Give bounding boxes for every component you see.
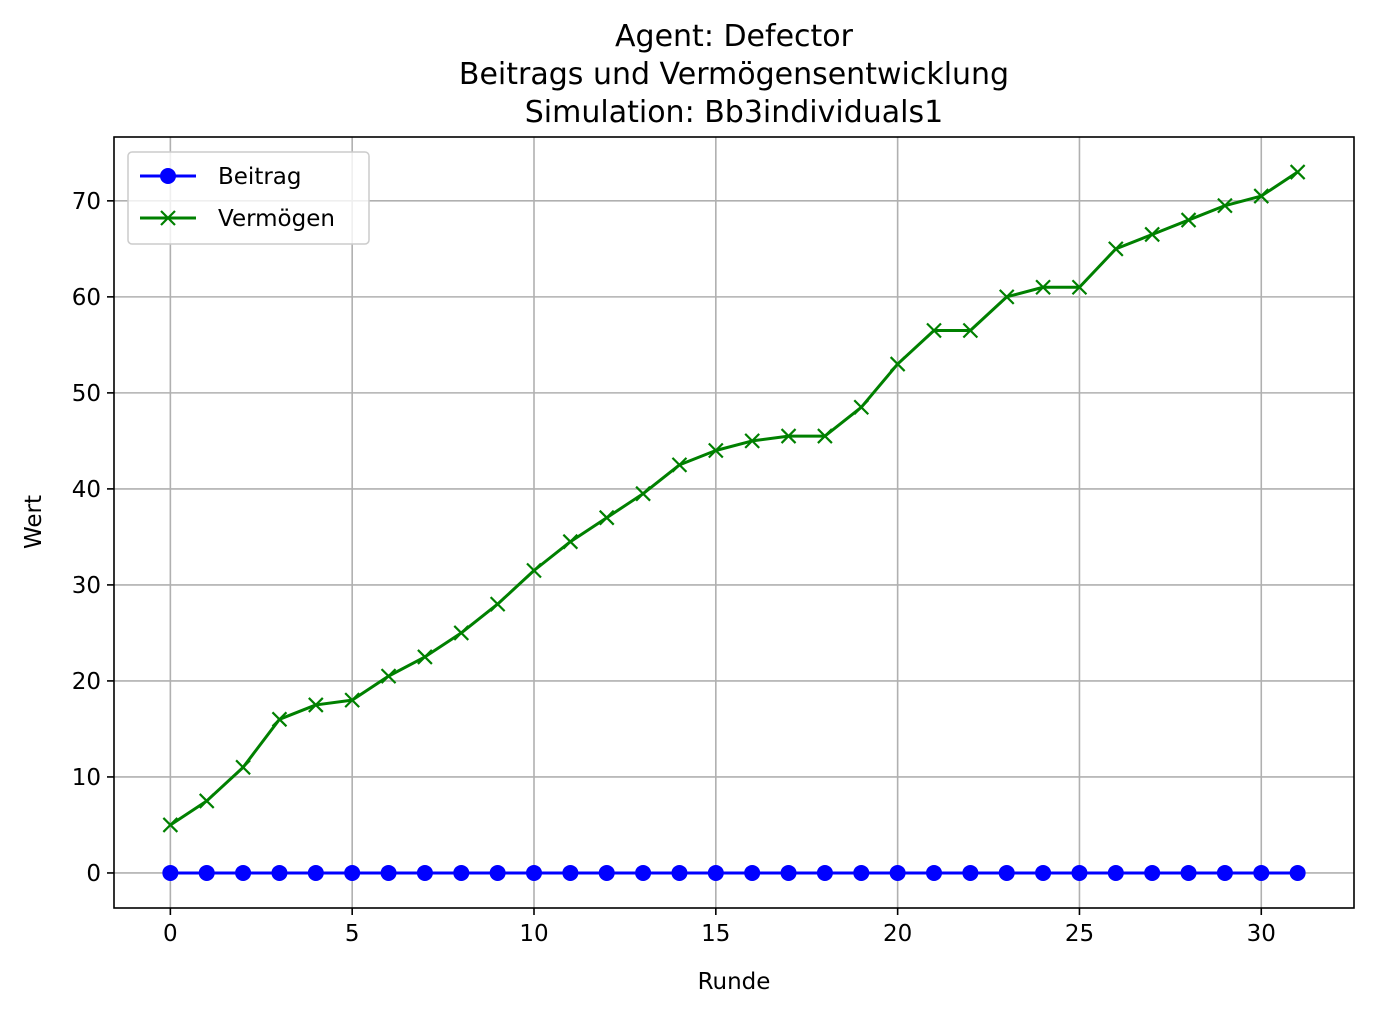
x-tick-label: 0	[163, 921, 178, 947]
data-point-vermoegen	[308, 697, 324, 713]
series-vermoegen	[162, 164, 1306, 833]
series-beitrag	[162, 864, 1306, 881]
data-point-vermoegen	[780, 428, 797, 444]
data-point-beitrag	[1071, 864, 1088, 881]
data-point-vermoegen	[962, 322, 979, 339]
y-tick-label: 60	[72, 285, 101, 311]
data-point-beitrag	[416, 864, 433, 881]
data-point-vermoegen	[889, 356, 906, 372]
data-point-beitrag	[344, 864, 361, 881]
data-point-vermoegen	[998, 289, 1015, 305]
series-line-vermoegen	[169, 170, 1299, 827]
legend-marker-vermoegen	[160, 210, 176, 226]
x-tick-label: 5	[345, 921, 360, 947]
data-point-beitrag	[1216, 864, 1233, 881]
data-point-vermoegen	[817, 428, 833, 444]
data-point-beitrag	[489, 864, 506, 881]
data-point-vermoegen	[235, 759, 251, 776]
data-point-beitrag	[526, 864, 542, 881]
data-point-vermoegen	[162, 817, 179, 833]
chart-title: Agent: Defector	[615, 19, 854, 54]
data-point-beitrag	[562, 864, 579, 881]
data-point-beitrag	[853, 864, 870, 881]
data-point-beitrag	[307, 864, 324, 881]
data-point-beitrag	[1144, 864, 1161, 881]
data-point-vermoegen	[1144, 226, 1160, 243]
data-point-vermoegen	[1108, 241, 1124, 257]
data-point-vermoegen	[1289, 164, 1306, 180]
data-point-beitrag	[1107, 864, 1124, 881]
y-tick-label: 0	[86, 861, 101, 887]
y-tick-label: 70	[72, 189, 101, 215]
y-tick-label: 40	[72, 477, 101, 503]
data-point-vermoegen	[1180, 212, 1197, 228]
data-point-beitrag	[453, 864, 470, 881]
data-point-beitrag	[162, 864, 179, 881]
data-point-beitrag	[380, 864, 397, 881]
chart-subtitle-line-1: Beitrags und Vermögensentwicklung	[459, 57, 1009, 92]
data-point-vermoegen	[926, 322, 942, 339]
data-point-vermoegen	[562, 533, 579, 550]
axis-ticks: 0 5 10 15 20 25 30 0 10 20 30 40 50 60 70	[72, 189, 1276, 947]
data-point-beitrag	[1253, 864, 1270, 881]
data-point-vermoegen	[744, 433, 760, 449]
series-layer	[162, 164, 1306, 881]
data-point-beitrag	[998, 864, 1015, 881]
data-point-beitrag	[1035, 864, 1052, 881]
x-tick-label: 20	[883, 921, 912, 947]
plot-frame	[113, 136, 1355, 909]
data-point-vermoegen	[344, 692, 360, 708]
x-axis-label: Runde	[698, 969, 771, 995]
x-tick-label: 15	[701, 921, 730, 947]
data-point-beitrag	[1180, 864, 1197, 881]
data-point-beitrag	[598, 864, 615, 881]
data-point-beitrag	[816, 864, 833, 881]
data-point-vermoegen	[271, 711, 288, 728]
x-tick-label: 10	[519, 921, 548, 947]
data-point-beitrag	[198, 864, 215, 881]
data-point-vermoegen	[1071, 279, 1088, 296]
y-tick-label: 50	[72, 381, 101, 407]
data-point-beitrag	[235, 864, 252, 881]
data-point-beitrag	[744, 864, 761, 881]
data-point-vermoegen	[671, 457, 688, 473]
data-point-vermoegen	[1217, 197, 1233, 214]
data-point-beitrag	[671, 864, 688, 881]
data-point-vermoegen	[598, 509, 615, 526]
data-point-vermoegen	[380, 668, 397, 684]
legend: Beitrag Vermögen	[127, 151, 370, 245]
legend-label-vermoegen: Vermögen	[218, 206, 335, 232]
data-point-vermoegen	[453, 625, 470, 641]
data-point-beitrag	[780, 864, 797, 881]
data-point-beitrag	[889, 864, 906, 881]
legend-marker-beitrag	[160, 168, 176, 184]
y-tick-label: 30	[72, 573, 101, 599]
y-tick-label: 10	[72, 765, 101, 791]
data-point-beitrag	[707, 864, 724, 881]
data-point-vermoegen	[708, 442, 724, 459]
y-tick-label: 20	[72, 669, 101, 695]
legend-label-beitrag: Beitrag	[218, 164, 302, 190]
data-point-beitrag	[1289, 864, 1306, 881]
data-point-beitrag	[635, 864, 652, 881]
data-point-vermoegen	[198, 793, 215, 809]
data-point-vermoegen	[853, 399, 870, 416]
data-point-beitrag	[962, 864, 979, 881]
data-point-vermoegen	[489, 596, 506, 612]
data-point-vermoegen	[526, 562, 542, 579]
x-tick-label: 25	[1065, 921, 1094, 947]
data-point-vermoegen	[1035, 279, 1051, 296]
chart-subtitle-line-2: Simulation: Bb3individuals1	[525, 95, 943, 130]
data-point-vermoegen	[1253, 188, 1270, 204]
data-point-beitrag	[926, 864, 942, 881]
grid	[114, 137, 1354, 908]
x-tick-label: 30	[1247, 921, 1276, 947]
y-axis-label: Wert	[21, 495, 47, 549]
data-point-vermoegen	[635, 485, 651, 502]
data-point-beitrag	[271, 864, 288, 881]
data-point-vermoegen	[417, 649, 433, 665]
